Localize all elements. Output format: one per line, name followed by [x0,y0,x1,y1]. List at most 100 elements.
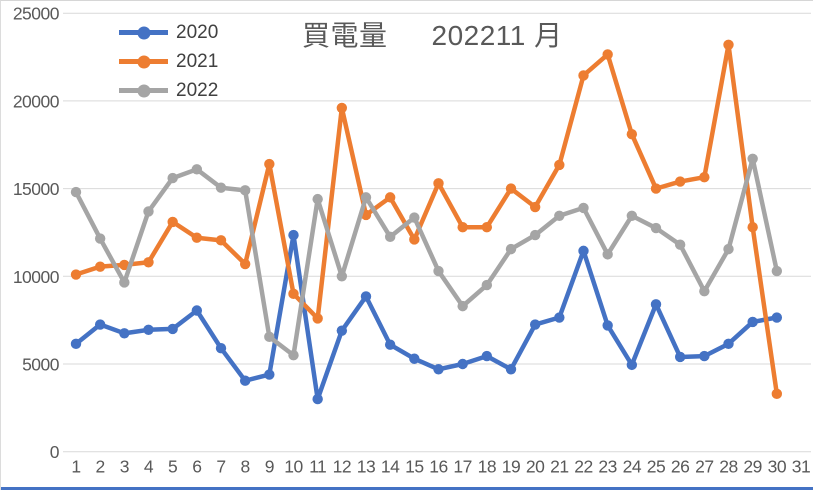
data-point-2021-day14[interactable] [384,192,396,203]
data-point-2021-day7[interactable] [215,235,227,246]
data-point-2020-day5[interactable] [167,323,178,335]
data-point-2021-day3[interactable] [119,259,130,271]
data-point-2022-day20[interactable] [529,229,541,241]
data-point-2022-day26[interactable] [674,239,686,250]
data-point-2022-day29[interactable] [747,153,758,164]
data-point-2020-day21[interactable] [554,312,565,323]
data-point-2021-day8[interactable] [239,258,251,270]
data-point-2021-day20[interactable] [529,201,541,213]
data-point-2022-day1[interactable] [70,186,82,198]
data-point-2020-day11[interactable] [312,393,323,405]
data-point-2022-day2[interactable] [94,233,106,244]
data-point-2022-day22[interactable] [578,202,589,214]
data-point-2021-day25[interactable] [650,183,662,194]
data-point-2021-day27[interactable] [699,171,710,183]
data-point-2021-day19[interactable] [505,183,517,194]
data-point-2020-day3[interactable] [119,328,130,339]
data-point-2020-day20[interactable] [529,319,541,330]
data-point-2022-day27[interactable] [699,286,710,297]
data-point-2022-day25[interactable] [650,222,662,234]
data-point-2022-day10[interactable] [288,350,299,361]
data-point-2020-day18[interactable] [481,350,493,362]
data-point-2022-day6[interactable] [191,164,203,175]
data-point-2020-day13[interactable] [360,291,372,302]
data-point-2020-day25[interactable] [650,299,662,310]
data-point-2021-day26[interactable] [674,176,686,187]
data-point-2021-day9[interactable] [264,158,275,170]
data-point-2020-day23[interactable] [602,320,613,331]
legend-item-2021[interactable]: 2021 [119,47,218,76]
data-point-2020-day9[interactable] [264,369,275,380]
data-point-2020-day15[interactable] [409,353,420,364]
data-point-2022-day14[interactable] [384,231,396,243]
data-point-2020-day16[interactable] [433,364,444,375]
series-2022[interactable] [70,153,783,361]
series-2021[interactable] [70,39,783,400]
data-point-2020-day24[interactable] [626,359,638,371]
series-2020[interactable] [70,229,783,405]
data-point-2020-day22[interactable] [578,245,589,257]
data-point-2022-day7[interactable] [215,182,227,193]
data-point-2021-day12[interactable] [336,102,348,114]
data-point-2021-day2[interactable] [94,261,106,272]
data-point-2021-day22[interactable] [578,70,589,81]
data-point-2020-day7[interactable] [215,343,227,354]
data-point-2021-day24[interactable] [626,129,638,140]
data-point-2021-day21[interactable] [554,159,565,171]
data-point-2020-day27[interactable] [699,350,710,362]
svg-text:31: 31 [792,457,810,477]
svg-text:26: 26 [671,457,689,477]
data-point-2022-day4[interactable] [143,206,154,217]
data-point-2021-day10[interactable] [288,288,299,300]
data-point-2022-day28[interactable] [723,243,734,255]
data-point-2020-day14[interactable] [384,339,396,350]
data-point-2021-day23[interactable] [602,49,613,60]
data-point-2022-day30[interactable] [771,265,783,277]
data-point-2020-day12[interactable] [336,325,348,336]
chart-title[interactable]: 買電量 202211 月 [302,14,563,54]
data-point-2021-day15[interactable] [409,234,420,245]
data-point-2021-day1[interactable] [70,269,82,280]
data-point-2021-day30[interactable] [771,388,783,400]
svg-text:9: 9 [265,457,274,477]
data-point-2021-day28[interactable] [723,39,734,50]
data-point-2022-day3[interactable] [119,277,130,288]
data-point-2022-day16[interactable] [433,265,444,277]
data-point-2022-day18[interactable] [481,279,493,291]
data-point-2020-day30[interactable] [771,312,783,323]
data-point-2021-day16[interactable] [433,178,444,189]
data-point-2022-day24[interactable] [626,210,638,221]
data-point-2020-day1[interactable] [70,338,82,350]
data-point-2022-day11[interactable] [312,193,323,205]
data-point-2022-day17[interactable] [457,300,468,312]
data-point-2021-day6[interactable] [191,232,203,243]
data-point-2020-day26[interactable] [674,351,686,363]
legend-item-2022[interactable]: 2022 [119,76,218,105]
data-point-2020-day4[interactable] [143,324,154,335]
data-point-2020-day29[interactable] [747,316,758,328]
data-point-2022-day15[interactable] [409,212,420,223]
data-point-2021-day5[interactable] [167,216,178,228]
data-point-2022-day5[interactable] [167,172,178,184]
data-point-2021-day18[interactable] [481,221,493,233]
data-point-2022-day13[interactable] [360,192,372,203]
data-point-2020-day10[interactable] [288,229,299,241]
data-point-2022-day19[interactable] [505,243,517,255]
data-point-2020-day2[interactable] [94,319,106,330]
data-point-2020-day17[interactable] [457,358,468,370]
data-point-2021-day17[interactable] [457,221,468,233]
data-point-2020-day6[interactable] [191,305,203,316]
data-point-2021-day4[interactable] [143,257,154,268]
data-point-2022-day21[interactable] [554,210,565,221]
data-point-2020-day19[interactable] [505,364,517,375]
data-point-2022-day23[interactable] [602,249,613,260]
data-point-2022-day12[interactable] [336,271,348,282]
data-point-2021-day29[interactable] [747,221,758,233]
data-point-2020-day8[interactable] [239,375,251,386]
data-point-2022-day9[interactable] [264,331,275,343]
data-point-2020-day28[interactable] [723,338,734,350]
data-point-2021-day11[interactable] [312,313,323,324]
data-point-2022-day8[interactable] [239,185,251,196]
legend-item-2020[interactable]: 2020 [119,18,218,47]
